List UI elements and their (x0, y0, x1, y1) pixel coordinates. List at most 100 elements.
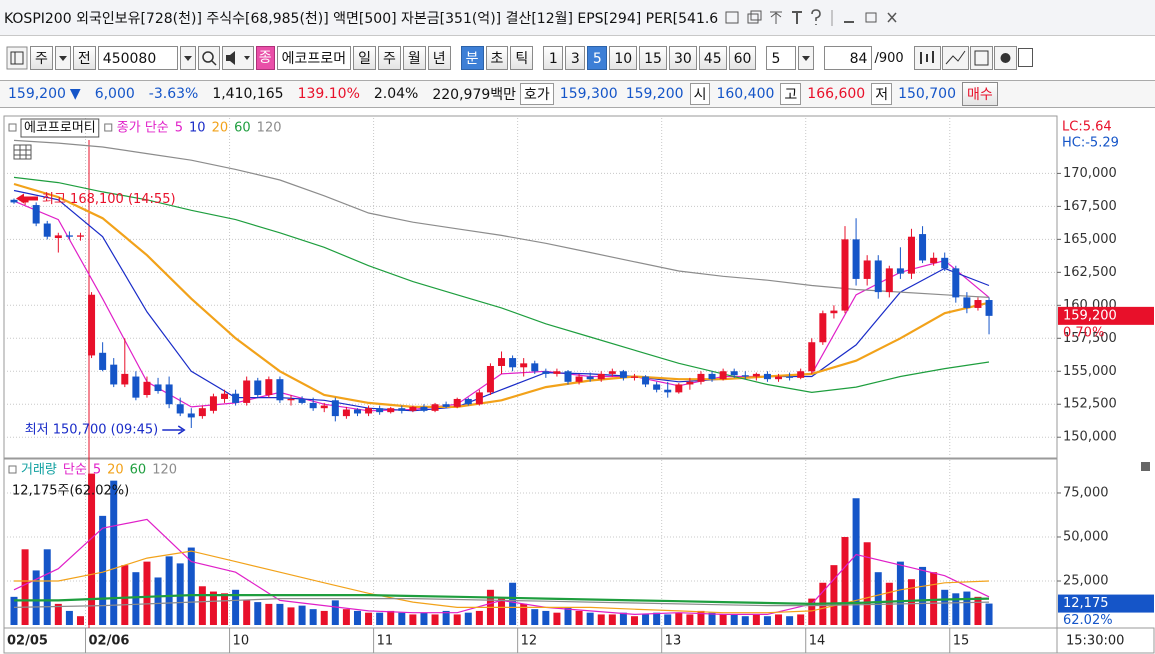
candle-body (276, 379, 284, 401)
market-dropdown[interactable] (54, 46, 71, 70)
candle-body (243, 380, 251, 403)
volume-bar (398, 612, 406, 625)
candle-body (874, 260, 882, 293)
code-input[interactable]: 450080 (97, 46, 178, 70)
last-value-label: 12,175 (1063, 596, 1109, 611)
volume-bar (830, 565, 838, 625)
volume-bar (509, 582, 517, 625)
y-tick-label: 167,500 (1063, 199, 1117, 214)
y-tick-label: 150,000 (1063, 430, 1117, 445)
interval-input[interactable]: 5 (766, 46, 797, 70)
tool-icons[interactable] (913, 46, 1054, 70)
volume-bar (221, 593, 229, 625)
market-select[interactable]: 주 (30, 46, 53, 70)
interval-button[interactable]: 1 (543, 46, 564, 70)
volume-bar (442, 610, 450, 625)
candle-body (697, 373, 705, 382)
volume-bar (542, 610, 550, 625)
period-button[interactable]: 년 (427, 46, 451, 70)
legend-entry: 60 (130, 463, 147, 478)
candle-body (730, 371, 738, 376)
count-input[interactable]: 84 (824, 46, 873, 70)
last-value-tag (1058, 306, 1154, 325)
candle-body (475, 392, 483, 405)
volume-bar (121, 565, 129, 625)
volume-bar (597, 614, 605, 625)
legend-icon (104, 123, 113, 132)
interval-button[interactable]: 30 (668, 46, 697, 70)
legend-entry: 10 (189, 121, 206, 136)
y-tick-label: 75,000 (1063, 485, 1109, 500)
candle-body (32, 205, 40, 224)
period-button[interactable]: 일 (353, 46, 376, 70)
buy-button[interactable]: 매수 (961, 82, 998, 106)
layout-icon[interactable] (6, 46, 28, 70)
interval-button[interactable]: 10 (609, 46, 638, 70)
interval-dropdown[interactable] (798, 46, 815, 70)
search-icon[interactable] (197, 46, 220, 70)
all-button[interactable]: 전 (72, 46, 96, 70)
volume-bar (741, 616, 749, 625)
volume-bar (88, 473, 96, 625)
open: 160,400 (716, 86, 775, 102)
y-tick-label: 162,500 (1063, 265, 1117, 280)
volume-bar (298, 605, 306, 625)
candle-body (819, 313, 827, 343)
volume-bar (963, 591, 971, 625)
period-button[interactable]: 주 (377, 46, 401, 70)
candle-body (287, 398, 295, 401)
unit-button[interactable]: 초 (485, 46, 509, 70)
x-tick-label: 10 (233, 634, 250, 649)
candle-body (198, 408, 206, 417)
interval-button[interactable]: 15 (639, 46, 667, 70)
volume-bar (76, 616, 84, 625)
volume-bar (110, 480, 118, 625)
low-arrow (162, 425, 186, 435)
volume-bar (176, 563, 184, 625)
x-tick-label: 02/05 (7, 634, 48, 649)
candle-body (498, 358, 506, 366)
interval-button[interactable]: 3 (565, 46, 586, 70)
legend-entry: 5 (175, 121, 183, 136)
volume-bar (808, 598, 816, 625)
candle-body (320, 405, 328, 409)
volume-bar (520, 603, 528, 625)
period-button[interactable]: 월 (402, 46, 426, 70)
unit-button[interactable]: 틱 (510, 46, 534, 70)
legend-entry: 120 (257, 121, 282, 136)
window-controls[interactable] (724, 8, 914, 28)
interval-button[interactable]: 45 (698, 46, 727, 70)
volume-bar (32, 570, 40, 625)
candle-body (365, 408, 373, 414)
sound-icon[interactable] (221, 46, 254, 70)
interval-button[interactable]: 5 (587, 46, 608, 70)
name-input[interactable]: 에코프로머 (276, 46, 352, 70)
y-tick-label: 170,000 (1063, 166, 1117, 181)
high-label: 고 (780, 83, 802, 105)
unit-button[interactable]: 분 (460, 46, 484, 70)
volume-bar (664, 614, 672, 625)
volume-bar (254, 602, 262, 625)
volume-bar (919, 566, 927, 625)
volume-bar (974, 596, 982, 625)
candle-body (664, 389, 672, 393)
turnover: 2.04% (373, 86, 419, 102)
candle-body (808, 342, 816, 372)
candle-body (353, 409, 361, 414)
interval-button[interactable]: 60 (728, 46, 757, 70)
code-dropdown[interactable] (179, 46, 196, 70)
volume-bar (896, 561, 904, 625)
panel-icon[interactable] (1141, 462, 1150, 471)
volume-bar (564, 607, 572, 625)
low-annotation: 최저 150,700 (09:45) (25, 422, 159, 437)
candle-body (221, 393, 229, 399)
volume-bar (863, 542, 871, 625)
y-tick-label: 155,000 (1063, 364, 1117, 379)
volume-bar (10, 596, 18, 625)
y-tick-label: 152,500 (1063, 397, 1117, 412)
volume-bar (553, 612, 561, 625)
volume-bar (376, 612, 384, 625)
legend-title: 거래량 (21, 463, 57, 478)
